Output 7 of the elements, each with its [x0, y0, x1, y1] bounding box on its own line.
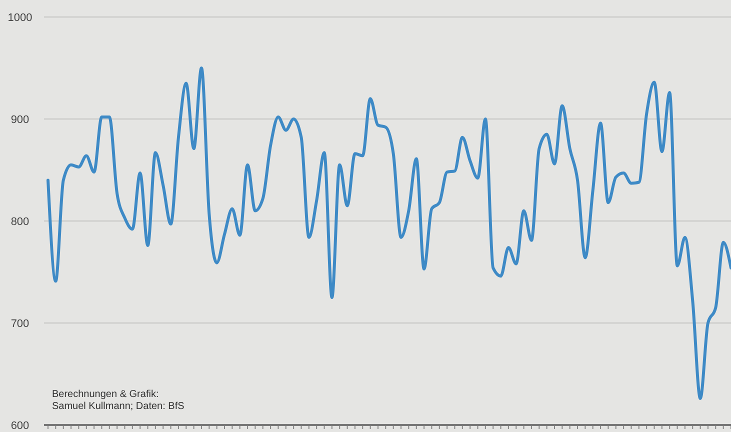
line-series: [46, 66, 731, 400]
annotation: Berechnungen & Grafik: Samuel Kullmann; Daten: BfS: [52, 389, 185, 412]
y-tick-label: 600: [10, 420, 30, 432]
y-tick-label: 800: [10, 216, 30, 228]
y-tick-label: 900: [10, 114, 30, 126]
y-tick-label: 1000: [8, 12, 32, 24]
y-tick-label: 700: [10, 318, 30, 330]
